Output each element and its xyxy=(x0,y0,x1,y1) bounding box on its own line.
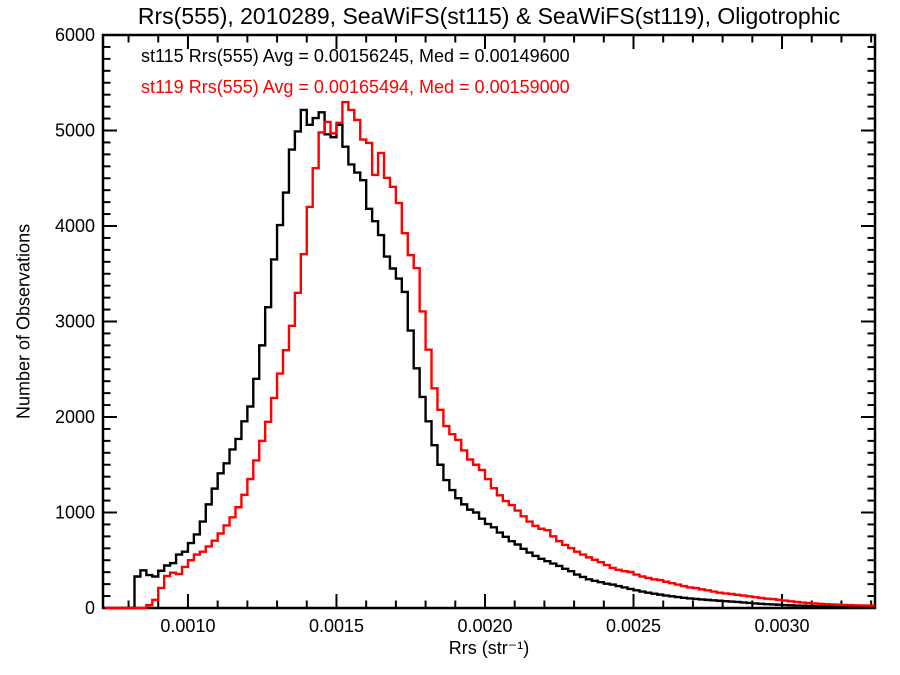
x-tick-label: 0.0010 xyxy=(160,616,215,636)
chart-title: Rrs(555), 2010289, SeaWiFS(st115) & SeaW… xyxy=(137,3,841,29)
y-tick-label: 1000 xyxy=(55,503,95,523)
y-tick-label: 0 xyxy=(85,598,95,618)
x-tick-label: 0.0020 xyxy=(457,616,512,636)
x-tick-label: 0.0030 xyxy=(754,616,809,636)
y-tick-label: 4000 xyxy=(55,216,95,236)
histogram-st119 xyxy=(104,100,875,610)
x-tick-label: 0.0025 xyxy=(606,616,661,636)
y-tick-label: 3000 xyxy=(55,312,95,332)
legend-st119: st119 Rrs(555) Avg = 0.00165494, Med = 0… xyxy=(141,77,570,97)
legend-st115: st115 Rrs(555) Avg = 0.00156245, Med = 0… xyxy=(141,46,570,66)
y-tick-label: 5000 xyxy=(55,121,95,141)
y-tick-label: 2000 xyxy=(55,407,95,427)
y-axis-title: Number of Observations xyxy=(13,223,34,420)
y-tick-label: 6000 xyxy=(55,25,95,45)
histogram-st115 xyxy=(104,108,875,610)
plot-frame xyxy=(101,33,877,610)
x-axis-title: Rrs (str⁻¹) xyxy=(448,638,530,658)
x-tick-label: 0.0015 xyxy=(309,616,364,636)
